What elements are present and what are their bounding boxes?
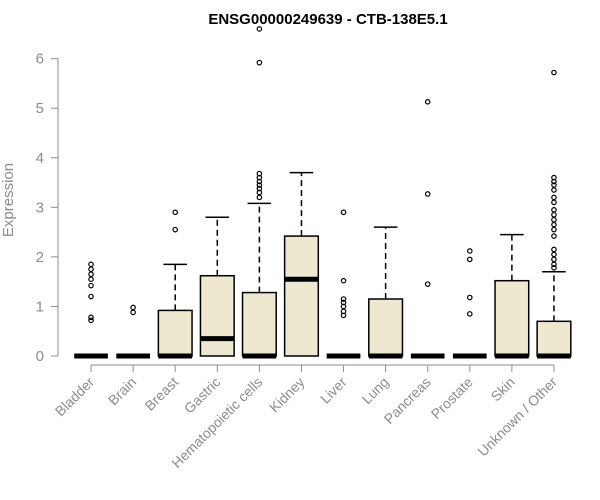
outlier-point: [551, 256, 557, 263]
outlier-point: [256, 59, 263, 66]
x-tick-label: Liver: [317, 374, 350, 407]
outlier-point: [551, 264, 557, 271]
outlier-point: [340, 209, 347, 216]
y-axis: 0 1 2 3 4 5 6: [36, 51, 59, 365]
box-brain: [116, 304, 150, 359]
y-axis-label: Expression: [0, 163, 17, 237]
iqr-box: [199, 274, 235, 357]
x-tick-label: Lung: [358, 374, 391, 407]
outlier-point: [551, 174, 557, 181]
x-tick-label: Bladder: [52, 374, 98, 420]
outlier-point: [466, 256, 473, 263]
outlier-point: [172, 226, 179, 233]
x-tick-label: Prostate: [428, 374, 476, 422]
outlier-point: [340, 296, 347, 302]
outlier-point: [256, 182, 263, 188]
iqr-box: [368, 298, 404, 357]
x-tick-label: Unknown / Other: [474, 374, 560, 460]
outlier-point: [256, 170, 263, 177]
outlier-point: [130, 309, 136, 316]
outlier-point: [551, 251, 557, 258]
y-tick-label: 4: [36, 150, 44, 167]
outlier-point: [256, 26, 263, 32]
outlier-point: [88, 293, 94, 300]
outlier-point: [466, 311, 473, 317]
outlier-point: [256, 194, 263, 201]
y-tick-label: 0: [36, 348, 44, 365]
outlier-point: [88, 282, 94, 289]
outlier-point: [88, 266, 94, 273]
outlier-point: [88, 314, 94, 321]
x-tick-label: Kidney: [266, 374, 308, 416]
box-gastric: [199, 216, 235, 357]
outlier-point: [256, 185, 263, 192]
y-tick-label: 2: [36, 249, 44, 266]
y-tick-label: 1: [36, 298, 44, 315]
box-lung: [368, 226, 404, 359]
outlier-point: [466, 294, 473, 301]
outlier-point: [551, 233, 557, 239]
box-liver: [326, 209, 361, 359]
outlier-point: [466, 248, 473, 254]
outlier-point: [424, 98, 431, 105]
outlier-point: [551, 187, 557, 193]
box-breast: [157, 209, 193, 359]
x-tick-label: Pancreas: [381, 374, 434, 427]
outlier-point: [551, 211, 557, 218]
x-tick-label: Brain: [105, 374, 139, 408]
outlier-point: [88, 271, 94, 278]
outlier-point: [551, 194, 557, 201]
outlier-point: [172, 209, 179, 216]
y-tick-label: 6: [36, 51, 44, 68]
iqr-box: [241, 291, 277, 357]
outlier-point: [88, 317, 94, 324]
chart-title: ENSG00000249639 - CTB-138E5.1: [208, 11, 447, 28]
x-tick-label: Breast: [141, 374, 181, 414]
y-tick-label: 3: [36, 199, 44, 216]
box-hematopoietic-cells: [241, 26, 277, 359]
box-unknown-other: [536, 69, 572, 359]
outlier-point: [551, 207, 557, 213]
outlier-point: [551, 226, 557, 233]
outlier-point: [551, 246, 557, 253]
box-prostate: [452, 248, 487, 359]
box-skin: [494, 233, 530, 359]
outlier-point: [551, 182, 557, 188]
y-tick-label: 5: [36, 100, 44, 117]
outlier-point: [551, 216, 557, 223]
box-kidney: [283, 171, 320, 357]
boxes-group: [74, 26, 572, 359]
outlier-point: [424, 191, 431, 197]
outlier-point: [340, 277, 347, 284]
outlier-point: [424, 281, 431, 287]
outlier-point: [88, 276, 94, 282]
outlier-point: [130, 304, 136, 311]
outlier-point: [551, 69, 557, 76]
outlier-point: [551, 199, 557, 206]
box-bladder: [74, 261, 108, 359]
outlier-point: [551, 221, 557, 228]
iqr-box: [536, 320, 572, 357]
iqr-box: [283, 235, 320, 357]
iqr-box: [157, 309, 193, 357]
outlier-point: [88, 261, 94, 268]
x-tick-label: Skin: [487, 374, 518, 405]
iqr-box: [494, 279, 530, 357]
box-pancreas: [410, 98, 445, 359]
outlier-point: [340, 299, 347, 306]
